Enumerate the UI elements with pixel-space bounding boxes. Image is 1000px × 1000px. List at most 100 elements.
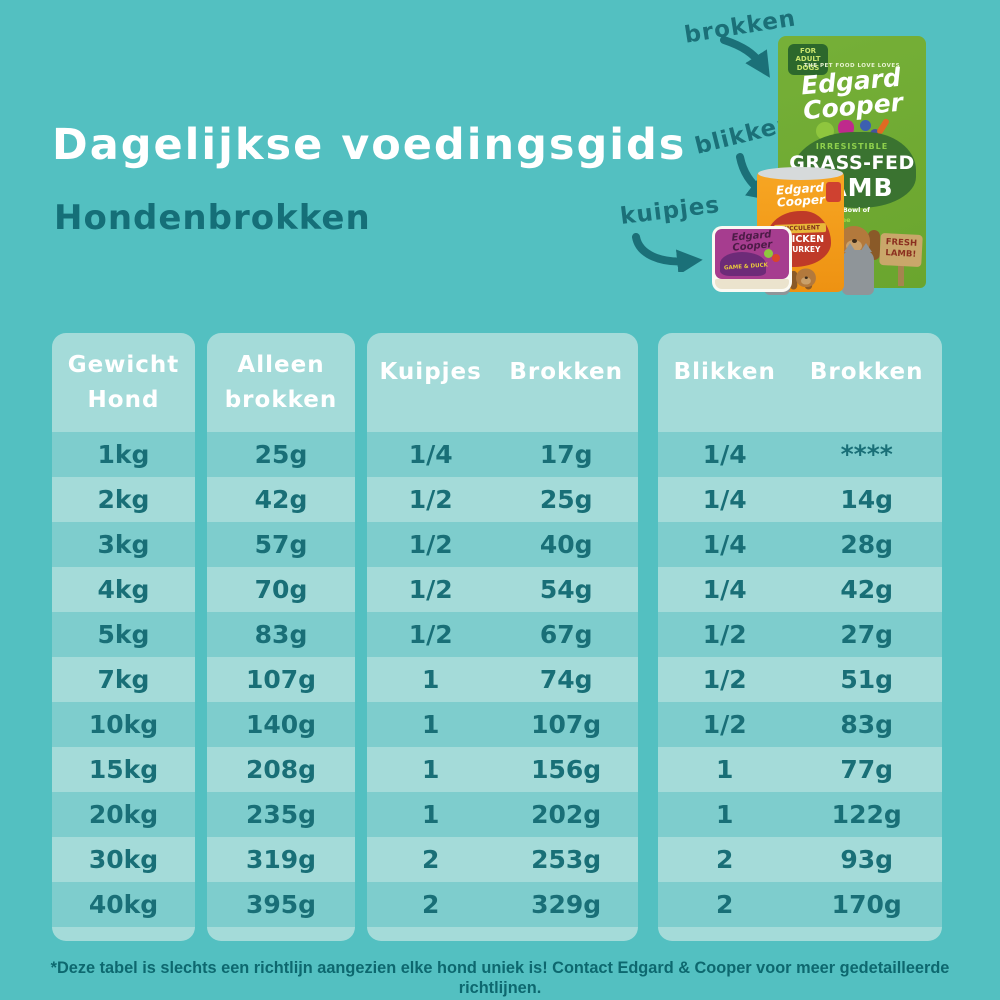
column-header-kibble: Brokken — [509, 359, 623, 385]
can-product-name: &TURKEY — [780, 245, 821, 254]
cell-tubs: 1 — [421, 755, 440, 784]
dog-illustration — [789, 268, 816, 292]
cell-kibble: 27g — [840, 620, 894, 649]
cell-kibble: 67g — [539, 620, 593, 649]
cell-tubs: 1/2 — [408, 575, 453, 604]
column-header-kibble-only: Alleen brokken — [224, 352, 338, 413]
cell-tubs: 1/2 — [408, 620, 453, 649]
cell-weight: 1kg — [52, 432, 195, 477]
can-lid — [758, 167, 843, 180]
dog-nose — [852, 239, 857, 243]
table-row: 1 202g — [367, 792, 638, 837]
column-header-weight: Gewicht Hond — [67, 352, 180, 413]
cell-kibble: 253g — [531, 845, 602, 874]
cell-weight: 4kg — [97, 575, 150, 604]
bag-adult-dogs-badge: FOR ADULT DOGS — [788, 44, 828, 76]
cell-kibble: 319g — [245, 845, 317, 874]
cell-kibble: 122g — [831, 800, 902, 829]
cell-tubs: 1 — [421, 665, 440, 694]
table-row: 1/2 83g — [658, 702, 942, 747]
cell-cans: 1 — [716, 800, 734, 829]
table-row: 1/2 67g — [367, 612, 638, 657]
cell-kibble: 329g — [531, 890, 602, 919]
cell-tubs: 1 — [421, 710, 440, 739]
cell-kibble: 42g — [254, 485, 308, 514]
cell-kibble: 54g — [539, 575, 593, 604]
cell-cans: 1/2 — [702, 620, 747, 649]
cell-weight: 5kg — [52, 612, 195, 657]
cell-weight: 40kg — [52, 882, 195, 927]
cell-kibble: 42g — [840, 575, 894, 604]
cell-kibble: 83g — [840, 710, 894, 739]
cell-kibble: 83g — [207, 612, 355, 657]
cat-ear — [844, 243, 856, 252]
page-title: Dagelijkse voedingsgids — [52, 120, 687, 170]
footnote: *Deze tabel is slechts een richtlijn aan… — [50, 958, 950, 997]
cell-tubs: 2 — [421, 890, 440, 919]
table-row: 2 170g — [658, 882, 942, 927]
cell-weight: 15kg — [88, 755, 159, 784]
cell-tubs: 1/4 — [408, 440, 453, 469]
cell-kibble: 156g — [531, 755, 602, 784]
sign-post — [898, 264, 904, 286]
column-header-kibble: Brokken — [809, 359, 924, 385]
cell-weight: 20kg — [52, 792, 195, 837]
cell-kibble: 70g — [254, 575, 308, 604]
table-row: 1/2 27g — [658, 612, 942, 657]
dog-nose — [804, 276, 808, 279]
arrow-kuipjes-icon — [632, 233, 703, 272]
cell-kibble: 77g — [840, 755, 894, 784]
cell-kibble: 107g — [531, 710, 602, 739]
table-row: 1/4 42g — [658, 567, 942, 612]
cell-tubs: 1 — [421, 800, 440, 829]
column-headers-tubs: Kuipjes Brokken — [367, 333, 638, 432]
cell-kibble: 25g — [207, 432, 355, 477]
table-cans-kibble: Blikken Brokken 1/4 **** 1/4 14g 1/4 28g 1/… — [658, 333, 942, 941]
cell-cans: 1/2 — [702, 665, 747, 694]
cell-cans: 1/4 — [702, 440, 747, 469]
tub-base — [715, 279, 789, 289]
cat-silhouette — [842, 243, 874, 295]
cell-kibble: **** — [840, 440, 893, 469]
cell-kibble: 25g — [539, 485, 593, 514]
table-row: 1 156g — [367, 747, 638, 792]
table-row: 1/4 17g — [367, 432, 638, 477]
cell-cans: 1 — [716, 755, 734, 784]
table-weight: Gewicht Hond 1kg 2kg 3kg 4kg 5kg 7kg 10k… — [52, 333, 195, 941]
cell-tubs: 1/2 — [408, 530, 453, 559]
label-kuipjes: kuipjes — [618, 191, 722, 231]
cell-weight: 7kg — [97, 665, 150, 694]
page-subtitle: Hondenbrokken — [54, 198, 371, 238]
table-row: 2 329g — [367, 882, 638, 927]
dog-muzzle — [801, 277, 811, 285]
arrow-brokken-icon — [720, 36, 770, 78]
cell-kibble: 235g — [207, 792, 355, 837]
cell-tubs: 2 — [421, 845, 440, 874]
table-row: 1/2 54g — [367, 567, 638, 612]
cell-kibble: 170g — [831, 890, 902, 919]
column-header-cans: Blikken — [673, 359, 776, 385]
cell-kibble: 51g — [840, 665, 894, 694]
table-row: 1/4 14g — [658, 477, 942, 522]
cell-kibble: 74g — [539, 665, 593, 694]
cell-kibble: 107g — [245, 665, 317, 694]
table-row: 1/2 25g — [367, 477, 638, 522]
cell-kibble: 208g — [245, 755, 317, 784]
cell-tubs: 1/2 — [408, 485, 453, 514]
table-row: 1/2 51g — [658, 657, 942, 702]
table-row: 1 74g — [367, 657, 638, 702]
can-product-name: CHICKEN — [776, 234, 825, 245]
dog-silhouette — [720, 252, 766, 276]
cell-weight: 30kg — [88, 845, 159, 874]
cell-kibble: 28g — [840, 530, 894, 559]
table-row: 1/4 28g — [658, 522, 942, 567]
cell-kibble: 395g — [207, 882, 355, 927]
cell-cans: 1/4 — [702, 575, 747, 604]
cell-cans: 1/4 — [702, 530, 747, 559]
column-headers-cans: Blikken Brokken — [658, 333, 942, 432]
column-header-tubs: Kuipjes — [379, 359, 482, 385]
tub-image: Edgard Cooper GAME & DUCK — [712, 226, 792, 292]
cat-ear — [860, 243, 872, 252]
table-kibble-only: Alleen brokken 25g 42g 57g 70g 83g 107g … — [207, 333, 355, 941]
